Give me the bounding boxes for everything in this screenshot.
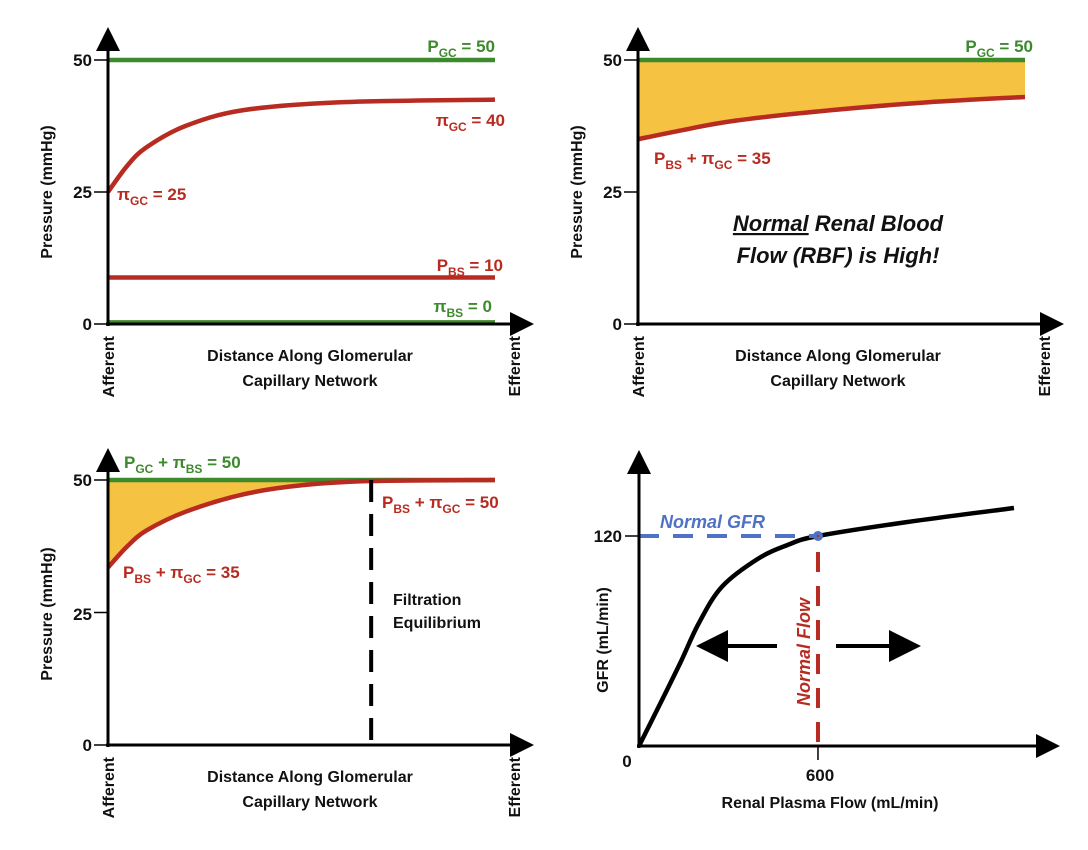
y-tick-25: 25 [73,183,92,202]
y-tick-0: 0 [613,315,622,334]
y-axis-label: Pressure (mmHg) [39,547,56,680]
y-tick-0: 0 [83,736,92,755]
x-axis-label-line2: Capillary Network [770,373,905,390]
series-line--gc [106,97,496,194]
pigc-end-label: πGC = 40 [436,111,505,134]
filtration-area [108,480,495,568]
x-axis-label: Renal Plasma Flow (mL/min) [722,795,939,812]
rbf-annotation-line1: Normal Renal Blood [733,211,944,236]
sum-label: PBS + πGC = 35 [654,149,771,172]
efferent-label: Efferent [507,335,524,396]
origin-label: 0 [622,752,631,771]
pigc-start-label: πGC = 25 [117,185,186,208]
pgc-label: PGC = 50 [427,37,495,60]
panel-3-filtration-equilibrium: 50 25 0 Pressure (mmHg) Afferent Efferen… [39,448,534,818]
panel-2-normal-rbf: 50 25 0 Pressure (mmHg) Afferent Efferen… [569,27,1064,397]
afferent-label: Afferent [631,335,648,397]
y-tick-25: 25 [73,605,92,624]
normal-gfr-label: Normal GFR [660,512,765,532]
end-label: PBS + πGC = 50 [382,493,499,516]
pibs-label: πBS = 0 [433,297,492,320]
pgc-label: PGC = 50 [965,37,1033,60]
y-tick-0: 0 [83,315,92,334]
top-label: PGC + πBS = 50 [124,453,241,476]
panel-4-gfr-vs-rpf: 120 0 600 Renal Plasma Flow (mL/min) GFR… [594,450,1060,812]
panel-1-pressures: 50 25 0 Pressure (mmHg) Afferent Efferen… [39,27,534,397]
equilibrium-label-line1: Filtration [393,592,461,609]
afferent-label: Afferent [101,756,118,818]
afferent-label: Afferent [101,335,118,397]
x-axis-label-line2: Capillary Network [242,794,377,811]
normal-flow-label: Normal Flow [794,597,814,706]
efferent-label: Efferent [1037,335,1054,396]
efferent-label: Efferent [507,756,524,817]
pbs-label: PBS = 10 [437,256,503,279]
rbf-annotation-line2: Flow (RBF) is High! [737,243,940,268]
y-tick-50: 50 [73,471,92,490]
equilibrium-label-line2: Equilibrium [393,615,481,632]
y-axis-label: Pressure (mmHg) [39,125,56,258]
y-tick-50: 50 [603,51,622,70]
gfr-curve [636,505,1015,748]
x-axis-label-line1: Distance Along Glomerular [735,348,941,365]
y-tick-120: 120 [594,527,622,546]
normal-point-center [816,534,820,538]
x-axis-label-line1: Distance Along Glomerular [207,348,413,365]
y-axis-label: GFR (mL/min) [595,587,612,693]
start-label: PBS + πGC = 35 [123,563,240,586]
y-tick-50: 50 [73,51,92,70]
y-tick-25: 25 [603,183,622,202]
series-line-p-bs-gc [637,94,1026,142]
series-line-p-bs-gc [106,477,496,569]
x-tick-600: 600 [806,766,834,785]
x-axis-label-line2: Capillary Network [242,373,377,390]
x-axis-label-line1: Distance Along Glomerular [207,769,413,786]
y-axis-label: Pressure (mmHg) [569,125,586,258]
